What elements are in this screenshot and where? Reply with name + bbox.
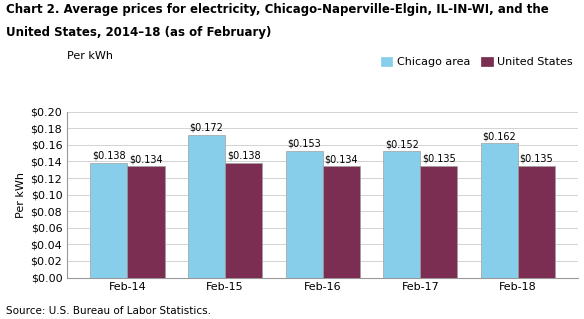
Text: Source: U.S. Bureau of Labor Statistics.: Source: U.S. Bureau of Labor Statistics. (6, 306, 211, 316)
Text: Chart 2. Average prices for electricity, Chicago-Naperville-Elgin, IL-IN-WI, and: Chart 2. Average prices for electricity,… (6, 3, 548, 16)
Bar (91, 163, 127, 278)
Text: $0.162: $0.162 (482, 131, 516, 141)
Bar (420, 166, 457, 278)
Text: $0.138: $0.138 (92, 151, 126, 161)
Text: $0.172: $0.172 (190, 123, 224, 133)
Text: $0.134: $0.134 (324, 154, 358, 164)
Bar (518, 166, 555, 278)
Bar (481, 143, 518, 278)
Text: $0.138: $0.138 (227, 151, 260, 161)
Text: United States, 2014–18 (as of February): United States, 2014–18 (as of February) (6, 26, 271, 39)
Text: $0.134: $0.134 (129, 154, 163, 164)
Text: $0.152: $0.152 (385, 139, 419, 149)
Bar (383, 152, 420, 278)
Legend: Chicago area, United States: Chicago area, United States (381, 56, 572, 67)
Bar (127, 167, 165, 278)
Y-axis label: Per kWh: Per kWh (16, 172, 26, 218)
Bar (188, 135, 225, 278)
Bar (225, 163, 262, 278)
Text: $0.135: $0.135 (422, 153, 456, 164)
Bar (322, 167, 360, 278)
Text: $0.135: $0.135 (520, 153, 553, 164)
Text: Per kWh: Per kWh (67, 51, 113, 61)
Bar (286, 151, 322, 278)
Text: $0.153: $0.153 (287, 138, 321, 149)
